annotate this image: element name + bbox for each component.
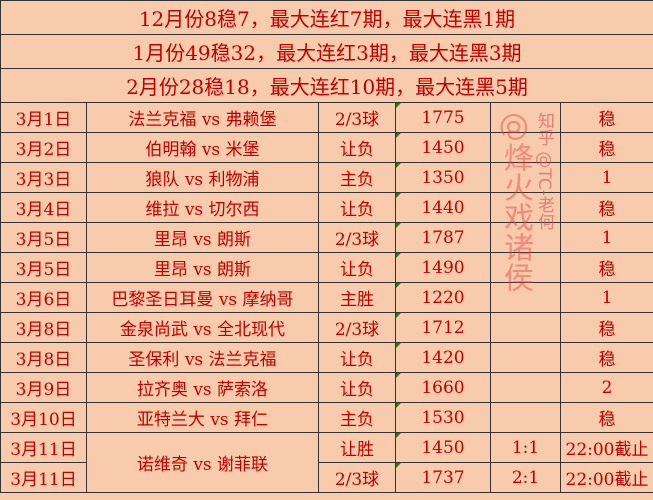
score-cell (490, 102, 561, 133)
match-cell: 伯明翰 vs 米堡 (86, 132, 319, 163)
pick-cell: 主胜 (318, 282, 396, 313)
result-cell: 稳 (559, 342, 653, 373)
result-cell: 2 (559, 372, 653, 403)
table-row: 3月5日 里昂 vs 朗斯 让负 1490 稳 (0, 252, 653, 283)
pick-cell: 2/3球 (318, 462, 396, 493)
result-cell: 1 (559, 162, 653, 193)
table-row: 3月2日 伯明翰 vs 米堡 让负 1450 稳 (0, 132, 653, 163)
table-row: 3月3日 狼队 vs 利物浦 主负 1350 1 (0, 162, 653, 193)
match-cell: 圣保利 vs 法兰克福 (86, 342, 319, 373)
date-cell: 3月9日 (0, 372, 87, 403)
pick-cell: 让负 (318, 132, 396, 163)
date-cell: 3月10日 (0, 402, 87, 433)
table-row: 3月11日 诺维奇 vs 谢菲联 让胜 1450 1:1 22:00截止 (0, 432, 653, 493)
table-row: 3月10日 亚特兰大 vs 拜仁 主负 1530 稳 (0, 402, 653, 433)
date-cell: 3月2日 (0, 132, 87, 163)
score-cell (490, 132, 561, 163)
pick-cell: 主负 (318, 402, 396, 433)
score-cell: 1:1 (490, 432, 561, 463)
score-cell (490, 162, 561, 193)
odds-cell: 1420 (395, 342, 491, 373)
table-row: 3月1日 法兰克福 vs 弗赖堡 2/3球 1775 稳 (0, 102, 653, 133)
date-cell: 3月3日 (0, 162, 87, 193)
score-cell (490, 282, 561, 313)
pick-cell: 让负 (318, 192, 396, 223)
match-cell: 里昂 vs 朗斯 (86, 252, 319, 283)
score-cell (490, 342, 561, 373)
match-cell: 狼队 vs 利物浦 (86, 162, 319, 193)
date-cell: 3月8日 (0, 312, 87, 343)
date-cell: 3月8日 (0, 342, 87, 373)
score-cell (490, 402, 561, 433)
table-row: 3月4日 维拉 vs 切尔西 让负 1440 稳 (0, 192, 653, 223)
match-cell: 诺维奇 vs 谢菲联 (86, 432, 319, 493)
odds-cell: 1530 (395, 402, 491, 433)
pick-cell: 2/3球 (318, 222, 396, 253)
odds-cell: 1660 (395, 372, 491, 403)
table-row: 3月6日 巴黎圣日耳曼 vs 摩纳哥 主胜 1220 1 (0, 282, 653, 313)
result-cell: 稳 (559, 312, 653, 343)
date-cell: 3月6日 (0, 282, 87, 313)
odds-cell: 1220 (395, 282, 491, 313)
pick-cell: 让负 (318, 252, 396, 283)
match-cell: 里昂 vs 朗斯 (86, 222, 319, 253)
table-row: 3月5日 里昂 vs 朗斯 2/3球 1787 1 (0, 222, 653, 253)
odds-cell: 1450 (395, 132, 491, 163)
date-cell: 3月1日 (0, 102, 87, 133)
odds-cell: 1775 (395, 102, 491, 133)
match-cell: 法兰克福 vs 弗赖堡 (86, 102, 319, 133)
match-cell: 亚特兰大 vs 拜仁 (86, 402, 319, 433)
summary-february: 2月份28稳18，最大连红10期，最大连黑5期 (0, 68, 653, 103)
score-cell (490, 222, 561, 253)
odds-cell: 1787 (395, 222, 491, 253)
odds-cell: 1490 (395, 252, 491, 283)
pick-cell: 让负 (318, 372, 396, 403)
table-row: 3月11日 2/3球 1737 2:1 22:00截止 (0, 462, 653, 493)
odds-cell: 1350 (395, 162, 491, 193)
score-cell (490, 312, 561, 343)
date-cell: 3月5日 (0, 252, 87, 283)
pick-cell: 2/3球 (318, 102, 396, 133)
pick-cell: 2/3球 (318, 312, 396, 343)
result-cell: 稳 (559, 192, 653, 223)
summary-january: 1月份49稳32，最大连红3期，最大连黑3期 (0, 34, 653, 69)
table-row: 3月8日 金泉尚武 vs 全北现代 2/3球 1712 稳 (0, 312, 653, 343)
date-cell: 3月5日 (0, 222, 87, 253)
score-cell: 2:1 (490, 462, 561, 493)
pick-cell: 让负 (318, 342, 396, 373)
score-cell (490, 252, 561, 283)
pick-cell: 让胜 (318, 432, 396, 463)
result-cell: 稳 (559, 252, 653, 283)
score-cell (490, 372, 561, 403)
summary-december: 12月份8稳7，最大连红7期，最大连黑1期 (0, 0, 653, 35)
odds-cell: 1712 (395, 312, 491, 343)
date-cell: 3月11日 (0, 432, 87, 463)
odds-cell: 1450 (395, 432, 491, 463)
result-cell: 稳 (559, 132, 653, 163)
pick-cell: 主负 (318, 162, 396, 193)
odds-cell: 1440 (395, 192, 491, 223)
table-row: 3月8日 圣保利 vs 法兰克福 让负 1420 稳 (0, 342, 653, 373)
match-cell: 维拉 vs 切尔西 (86, 192, 319, 223)
status-cell: 22:00截止 (559, 432, 653, 463)
status-cell: 22:00截止 (559, 462, 653, 493)
date-cell: 3月11日 (0, 462, 87, 493)
result-cell: 1 (559, 282, 653, 313)
match-cell: 金泉尚武 vs 全北现代 (86, 312, 319, 343)
result-cell: 稳 (559, 102, 653, 133)
result-cell: 稳 (559, 402, 653, 433)
result-cell: 1 (559, 222, 653, 253)
score-cell (490, 192, 561, 223)
odds-cell: 1737 (395, 462, 491, 493)
match-cell: 拉齐奥 vs 萨索洛 (86, 372, 319, 403)
date-cell: 3月4日 (0, 192, 87, 223)
table-row: 3月9日 拉齐奥 vs 萨索洛 让负 1660 2 (0, 372, 653, 403)
match-cell: 巴黎圣日耳曼 vs 摩纳哥 (86, 282, 319, 313)
